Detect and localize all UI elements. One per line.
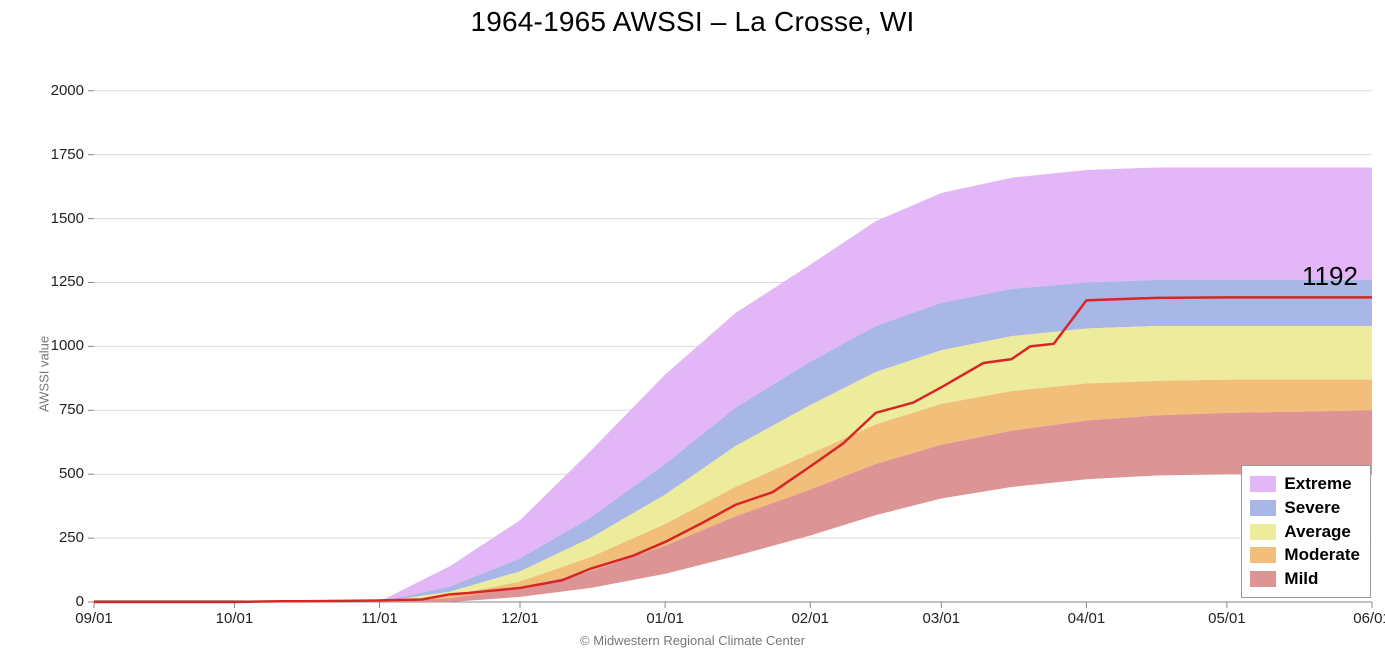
y-tick-label: 1250 bbox=[34, 273, 84, 290]
y-tick-label: 1500 bbox=[34, 210, 84, 227]
x-tick-label: 11/01 bbox=[361, 610, 397, 627]
y-tick-label: 1750 bbox=[34, 146, 84, 163]
legend-swatch bbox=[1250, 524, 1276, 540]
y-tick-label: 1000 bbox=[34, 337, 84, 354]
x-tick-label: 05/01 bbox=[1208, 610, 1246, 627]
legend-label: Extreme bbox=[1284, 472, 1351, 496]
legend-item: Mild bbox=[1250, 567, 1360, 591]
y-tick-label: 2000 bbox=[34, 82, 84, 99]
x-tick-label: 03/01 bbox=[923, 610, 961, 627]
x-tick-label: 02/01 bbox=[791, 610, 829, 627]
legend-swatch bbox=[1250, 547, 1276, 563]
legend-item: Moderate bbox=[1250, 543, 1360, 567]
x-tick-label: 10/01 bbox=[216, 610, 254, 627]
chart-container: AWSSI value 0250500750100012501500175020… bbox=[0, 38, 1385, 648]
chart-title: 1964-1965 AWSSI – La Crosse, WI bbox=[0, 0, 1385, 38]
x-tick-label: 09/01 bbox=[75, 610, 113, 627]
x-tick-label: 04/01 bbox=[1068, 610, 1106, 627]
y-tick-label: 250 bbox=[34, 529, 84, 546]
legend: ExtremeSevereAverageModerateMild bbox=[1241, 465, 1371, 598]
chart-svg bbox=[0, 38, 1385, 648]
x-tick-label: 12/01 bbox=[501, 610, 539, 627]
x-tick-label: 01/01 bbox=[646, 610, 684, 627]
legend-label: Average bbox=[1284, 520, 1350, 544]
legend-label: Moderate bbox=[1284, 543, 1360, 567]
chart-footer: © Midwestern Regional Climate Center bbox=[0, 633, 1385, 648]
y-tick-label: 500 bbox=[34, 465, 84, 482]
x-tick-label: 06/01 bbox=[1353, 610, 1385, 627]
line-end-value: 1192 bbox=[1302, 261, 1358, 292]
legend-swatch bbox=[1250, 571, 1276, 587]
legend-label: Severe bbox=[1284, 496, 1340, 520]
legend-swatch bbox=[1250, 476, 1276, 492]
legend-item: Extreme bbox=[1250, 472, 1360, 496]
legend-swatch bbox=[1250, 500, 1276, 516]
legend-item: Average bbox=[1250, 520, 1360, 544]
y-tick-label: 0 bbox=[34, 593, 84, 610]
legend-label: Mild bbox=[1284, 567, 1318, 591]
y-tick-label: 750 bbox=[34, 401, 84, 418]
legend-item: Severe bbox=[1250, 496, 1360, 520]
